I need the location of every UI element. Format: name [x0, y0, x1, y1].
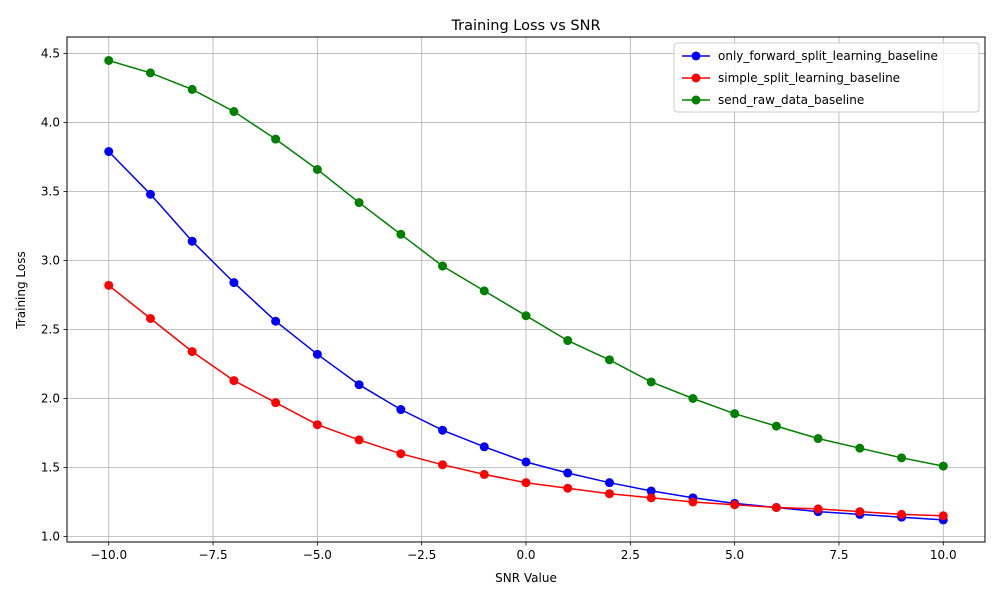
chart-title: Training Loss vs SNR	[450, 18, 600, 34]
data-point	[438, 425, 448, 435]
legend-label: only_forward_split_learning_baseline	[718, 49, 938, 63]
x-tick-label: 10.0	[930, 548, 957, 562]
data-point	[271, 398, 281, 408]
data-point	[354, 198, 364, 208]
legend-marker	[691, 51, 701, 61]
data-point	[312, 420, 322, 430]
data-point	[897, 453, 907, 463]
data-point	[646, 377, 656, 387]
data-point	[187, 84, 197, 94]
x-tick-label: 7.5	[829, 548, 848, 562]
y-tick-label: 1.5	[41, 460, 60, 474]
grid-lines	[67, 37, 985, 542]
data-point	[438, 460, 448, 470]
data-point	[312, 349, 322, 359]
data-point	[521, 311, 531, 321]
data-point	[104, 55, 114, 65]
x-axis-ticks: −10.0 −7.5 −5.0 −2.5 0.0 2.5 5.0 7.5 10.0	[90, 542, 957, 562]
data-point	[354, 435, 364, 445]
data-point	[187, 347, 197, 357]
data-point	[396, 449, 406, 459]
legend-marker	[691, 73, 701, 83]
legend: only_forward_split_learning_baselinesimp…	[673, 42, 980, 113]
series-simple_split_learning_baseline	[104, 280, 948, 521]
x-tick-label: −10.0	[90, 548, 127, 562]
data-point	[813, 504, 823, 514]
legend-label: send_raw_data_baseline	[718, 93, 864, 107]
data-point	[855, 507, 865, 517]
data-point	[563, 483, 573, 493]
x-tick-label: 2.5	[621, 548, 640, 562]
data-point	[730, 500, 740, 510]
data-point	[730, 409, 740, 419]
data-point	[771, 421, 781, 431]
y-axis-ticks: 1.0 1.5 2.0 2.5 3.0 3.5 4.0 4.5	[41, 47, 67, 543]
x-axis-label: SNR Value	[495, 571, 557, 585]
y-tick-label: 2.5	[41, 323, 60, 337]
data-point	[521, 478, 531, 488]
data-point	[688, 497, 698, 507]
data-point	[646, 493, 656, 503]
y-tick-label: 4.5	[41, 47, 60, 61]
data-point	[563, 336, 573, 346]
data-point	[604, 478, 614, 488]
x-tick-label: 5.0	[725, 548, 744, 562]
data-point	[563, 468, 573, 478]
data-point	[604, 355, 614, 365]
y-tick-label: 3.0	[41, 254, 60, 268]
y-axis-label: Training Loss	[14, 251, 28, 329]
data-point	[229, 278, 239, 288]
data-point	[479, 286, 489, 296]
data-point	[396, 229, 406, 239]
data-point	[688, 394, 698, 404]
data-point	[145, 313, 155, 323]
data-point	[396, 405, 406, 415]
legend-marker	[691, 95, 701, 105]
series-send_raw_data_baseline	[104, 55, 948, 471]
data-point	[271, 134, 281, 144]
data-point	[187, 236, 197, 246]
data-point	[938, 511, 948, 521]
legend-entry: send_raw_data_baseline	[682, 93, 864, 107]
x-tick-label: 0.0	[516, 548, 535, 562]
x-tick-label: −7.5	[198, 548, 227, 562]
series-layer	[104, 55, 948, 525]
data-point	[312, 164, 322, 174]
data-point	[229, 376, 239, 386]
data-point	[438, 261, 448, 271]
data-point	[104, 280, 114, 290]
data-point	[646, 486, 656, 496]
legend-label: simple_split_learning_baseline	[718, 71, 900, 85]
data-point	[479, 469, 489, 479]
data-point	[771, 503, 781, 513]
data-point	[521, 457, 531, 467]
data-point	[855, 443, 865, 453]
y-tick-label: 4.0	[41, 116, 60, 130]
data-point	[938, 461, 948, 471]
data-point	[813, 434, 823, 444]
y-tick-label: 3.5	[41, 185, 60, 199]
data-point	[479, 442, 489, 452]
data-point	[104, 147, 114, 157]
data-point	[145, 68, 155, 78]
data-point	[897, 509, 907, 519]
data-point	[145, 189, 155, 199]
data-point	[229, 107, 239, 117]
y-tick-label: 1.0	[41, 529, 60, 543]
y-tick-label: 2.0	[41, 392, 60, 406]
data-point	[271, 316, 281, 326]
legend-entry: only_forward_split_learning_baseline	[682, 49, 938, 63]
data-point	[604, 489, 614, 499]
data-point	[354, 380, 364, 390]
x-tick-label: −2.5	[407, 548, 436, 562]
legend-entry: simple_split_learning_baseline	[682, 71, 900, 85]
x-tick-label: −5.0	[303, 548, 332, 562]
legend-box	[673, 42, 980, 113]
